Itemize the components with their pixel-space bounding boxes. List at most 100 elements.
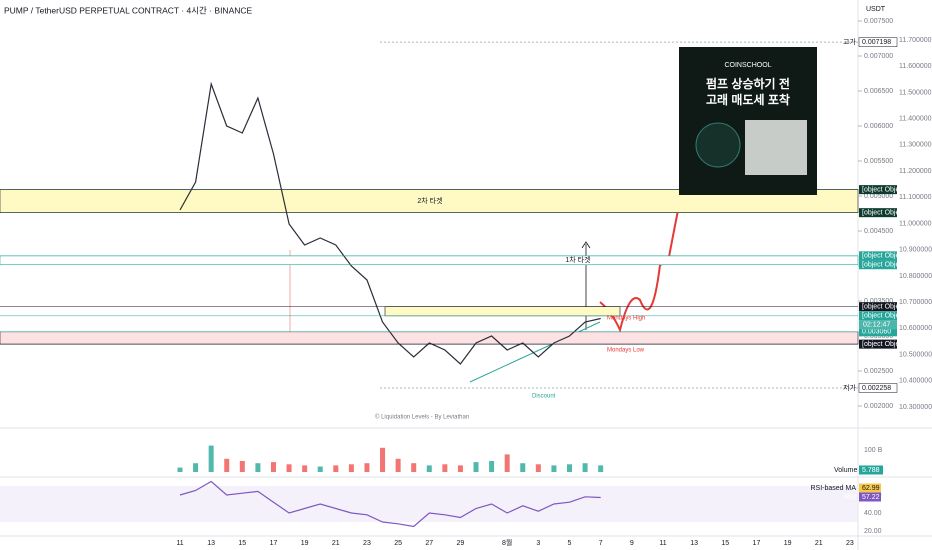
volume-bar (270, 462, 276, 472)
annotation: Mondays High (607, 316, 645, 322)
rsi-band (0, 486, 858, 522)
y2-tick-label: 10.400000 (899, 378, 932, 385)
volume-bar (520, 463, 526, 472)
extreme-name: 저가 (843, 383, 856, 392)
x-tick-label: 7 (599, 540, 603, 547)
y2-tick-label: 10.800000 (899, 273, 932, 280)
volume-bar (411, 463, 417, 472)
y-tick-label: 0.002000 (864, 403, 893, 410)
series-line (179, 81, 601, 365)
indicator-tag (859, 483, 881, 493)
y-tick-label: 20.00 (864, 528, 882, 535)
volume-bar (302, 465, 308, 472)
x-tick-label: 19 (301, 540, 309, 547)
price-tag-label: [object Object] (862, 253, 907, 260)
extreme-name: 고가 (843, 37, 856, 46)
x-tick-label: 17 (753, 540, 761, 547)
zone (384, 306, 621, 317)
y2-tick-label: 11.200000 (899, 168, 932, 175)
x-tick-label: 27 (425, 540, 433, 547)
annotation: Discount (532, 394, 556, 400)
y2-tick-label: 10.600000 (899, 325, 932, 332)
thumbnail: COINSCHOOL 펌프 상승하기 전 고래 매도세 포착 (679, 47, 817, 195)
volume-bar (567, 464, 572, 472)
price-tag (859, 251, 897, 261)
projection (599, 189, 683, 334)
indicator-tag (859, 492, 881, 502)
extreme-label: 0.007198 (862, 39, 891, 46)
thumbnail-line: 고래 매도세 포착 (706, 92, 790, 107)
y-tick-label: 0.003500 (864, 298, 893, 305)
zone-label: 2차 타겟 (417, 196, 443, 205)
countdown-bg (859, 320, 897, 330)
price-tag (859, 327, 897, 337)
volume-bar (208, 445, 214, 472)
y2-tick-label: 10.300000 (899, 404, 932, 411)
volume-bar (177, 467, 183, 472)
volume-tag (859, 465, 883, 475)
volume-value: 5.788 (862, 467, 880, 474)
volume-bar (473, 462, 479, 472)
volume-bar (364, 463, 370, 472)
y2-tick-label: 11.400000 (899, 115, 932, 122)
x-tick-label: 15 (238, 540, 246, 547)
x-tick-label: 11 (176, 540, 183, 547)
y2-tick-label: 11.100000 (899, 194, 932, 201)
x-tick-label: 25 (394, 540, 402, 547)
x-tick-label: 9 (630, 540, 634, 547)
volume-bar (380, 447, 386, 472)
y-tick-label: 0.005000 (864, 193, 893, 200)
zone-label: 1차 타겟 (565, 255, 591, 264)
volume-bar (582, 463, 588, 472)
volume-bar (333, 465, 339, 472)
x-tick-label: 5 (568, 540, 572, 547)
y2-tick-label: 11.000000 (899, 220, 932, 227)
thumbnail-brand: COINSCHOOL (724, 62, 771, 69)
volume-label: Volume (834, 467, 857, 474)
volume-bar (598, 465, 604, 472)
x-tick-label: 13 (207, 540, 215, 547)
volume-bar (193, 463, 199, 472)
price-tag-label: 0.003060 (862, 329, 891, 336)
indicator-value: 62.99 (862, 485, 880, 492)
currency: USDT (866, 6, 886, 13)
price-tag-label: [object Object] (862, 341, 907, 348)
y-tick-label: 0.007500 (864, 18, 893, 25)
price-tag (859, 302, 897, 312)
y2-tick-label: 11.700000 (899, 37, 932, 44)
thumbnail-preview (745, 120, 807, 175)
y2-tick-label: 11.300000 (899, 142, 932, 149)
chart-title: PUMP / TetherUSD PERPETUAL CONTRACT · 4시… (4, 5, 253, 15)
x-tick-label: 21 (815, 540, 823, 547)
price-tag (859, 260, 897, 270)
volume-bar (317, 466, 323, 472)
price-tag (859, 208, 897, 218)
price-tag-label: [object Object] (862, 210, 907, 217)
x-tick-label: 23 (363, 540, 371, 547)
price-tag-label: [object Object] (862, 262, 907, 269)
volume-bar (426, 465, 432, 472)
volume-bar (442, 464, 448, 472)
volume-bar (224, 458, 230, 472)
y-tick-label: 0.006000 (864, 123, 893, 130)
arrow-head (581, 241, 591, 249)
y2-tick-label: 10.700000 (899, 299, 932, 306)
indicator-name: RSI-based MA (810, 485, 856, 492)
price-tag-label: [object Object] (862, 186, 907, 193)
extreme-tag (858, 383, 898, 393)
x-tick-label: 11 (659, 540, 666, 547)
price-tag (859, 185, 897, 195)
indicator-value: 57.22 (862, 494, 880, 501)
y-tick-label: 40.00 (864, 510, 882, 517)
x-tick-label: 23 (846, 540, 854, 547)
series-line (179, 480, 601, 528)
annotation: Mondays Low (607, 348, 645, 354)
price-tag (859, 311, 897, 321)
x-tick-label: 8월 (502, 538, 512, 547)
y-tick-label: 0.003000 (864, 333, 893, 340)
zone (0, 331, 859, 345)
y2-tick-label: 10.900000 (899, 247, 932, 254)
volume-bar (395, 458, 401, 472)
y2-tick-label: 10.500000 (899, 351, 932, 358)
